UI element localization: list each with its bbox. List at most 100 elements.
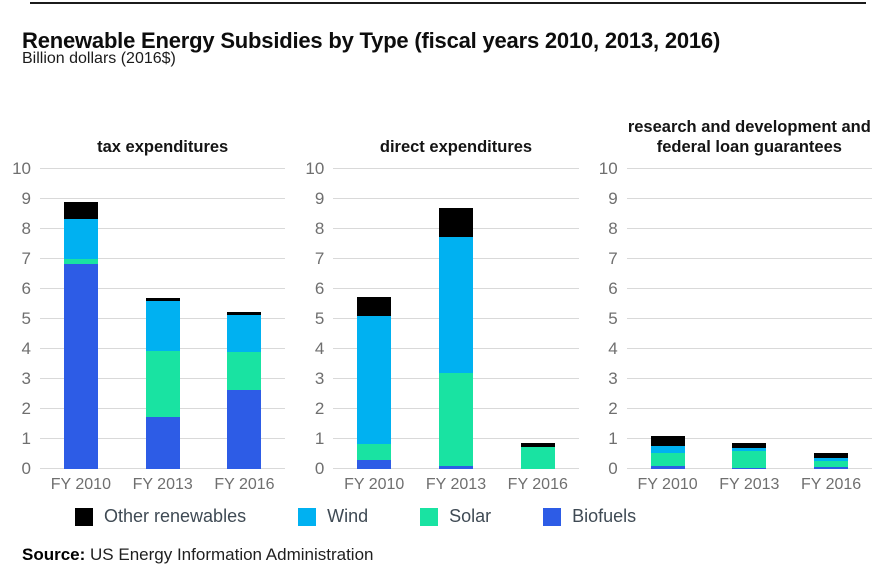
y-axis-tick-label: 1 <box>21 429 31 448</box>
panel-title-tax-expenditures: tax expenditures <box>97 137 229 156</box>
x-axis-label-fy-2016: FY 2016 <box>801 476 862 493</box>
gridline-6 <box>626 288 872 289</box>
segment-wind-fy-2010 <box>63 218 98 259</box>
bar-slot-fy-2013 <box>122 169 204 469</box>
x-axis-label-fy-2016: FY 2016 <box>507 476 568 493</box>
segment-wind-fy-2010 <box>650 445 685 453</box>
y-axis-tick-label: 4 <box>608 339 618 358</box>
y-axis-tick-label: 10 <box>598 159 618 178</box>
y-axis-tick-label: 1 <box>314 429 325 448</box>
chart-legend: Other renewables Wind Solar Biofuels <box>75 506 636 527</box>
segment-other-renewables-fy-2013 <box>439 208 473 237</box>
stacked-bar-fy-2013 <box>145 298 180 469</box>
source-label: Source: <box>22 545 86 564</box>
segment-solar-fy-2010 <box>650 452 685 466</box>
legend-label-other-renewables: Other renewables <box>104 506 247 526</box>
segment-solar-fy-2016 <box>227 352 262 390</box>
y-axis-tick-label: 8 <box>314 219 325 238</box>
y-axis-tick-label: 10 <box>12 159 31 178</box>
segment-wind-fy-2013 <box>439 236 473 373</box>
segment-solar-fy-2016 <box>814 460 849 467</box>
bar-slot-fy-2016 <box>497 169 579 469</box>
y-axis-tick-label: 8 <box>608 219 618 238</box>
x-axis-label-fy-2013: FY 2013 <box>719 476 780 493</box>
segment-wind-fy-2016 <box>814 457 849 461</box>
segment-biofuels-fy-2016 <box>227 389 262 469</box>
bar-slot-fy-2013 <box>708 169 790 469</box>
stacked-bar-fy-2010 <box>63 202 98 469</box>
legend-item-biofuels: Biofuels <box>543 506 636 527</box>
bar-slot-fy-2016 <box>204 169 286 469</box>
segment-biofuels-fy-2016 <box>814 466 849 469</box>
gridline-9 <box>333 198 579 199</box>
chart-title: Renewable Energy Subsidies by Type (fisc… <box>22 27 721 53</box>
plot-area <box>333 168 579 469</box>
y-axis-tick-label: 1 <box>608 429 618 448</box>
x-axis-label-fy-2016: FY 2016 <box>214 476 275 493</box>
gridline-7 <box>40 258 286 259</box>
gridline-5 <box>626 318 872 319</box>
y-axis-tick-label: 9 <box>314 189 325 208</box>
legend-swatch-solar-icon <box>420 507 439 526</box>
segment-biofuels-fy-2013 <box>732 468 767 469</box>
segment-solar-fy-2013 <box>145 350 180 417</box>
segment-solar-fy-2010 <box>357 443 392 460</box>
y-axis-tick-label: 6 <box>21 279 31 298</box>
y-axis-tick-label: 0 <box>314 459 325 478</box>
segment-other-renewables-fy-2013 <box>145 298 180 301</box>
y-axis: 0 1 2 3 4 5 6 7 8 9 10 <box>0 159 40 478</box>
segment-solar-fy-2013 <box>439 373 473 466</box>
y-axis: 0 1 2 3 4 5 6 7 8 9 10 <box>587 159 627 478</box>
y-axis-tick-label: 9 <box>21 189 31 208</box>
y-axis-tick-label: 10 <box>305 159 325 178</box>
y-axis-tick-label: 6 <box>314 279 325 298</box>
bar-slot-fy-2013 <box>415 169 497 469</box>
y-axis-tick-label: 8 <box>21 219 31 238</box>
plot-area <box>626 168 872 469</box>
y-axis-tick-label: 0 <box>21 459 31 478</box>
stacked-bar-fy-2016 <box>814 453 849 469</box>
y-axis-tick-label: 0 <box>608 459 618 478</box>
y-axis-tick-label: 2 <box>314 399 325 418</box>
x-axis-label-fy-2010: FY 2010 <box>50 476 111 493</box>
x-axis-label-fy-2013: FY 2013 <box>132 476 193 493</box>
x-axis-label-fy-2013: FY 2013 <box>425 476 487 493</box>
segment-solar-fy-2013 <box>732 451 767 469</box>
chart-panels: tax expenditures 0 1 2 3 4 5 6 7 8 9 10 FY 2010 FY 20… <box>0 84 880 494</box>
y-axis-tick-label: 3 <box>314 369 325 388</box>
bar-slot-fy-2016 <box>790 169 872 469</box>
segment-biofuels-fy-2010 <box>357 460 392 469</box>
source-line: Source: US Energy Information Administra… <box>22 545 374 565</box>
segment-other-renewables-fy-2016 <box>814 453 849 458</box>
plot-row: 0 1 2 3 4 5 6 7 8 9 10 <box>293 159 586 478</box>
legend-label-biofuels: Biofuels <box>572 506 637 526</box>
gridline-8 <box>626 228 872 229</box>
segment-other-renewables-fy-2010 <box>357 296 392 316</box>
source-text: US Energy Information Administration <box>90 545 374 564</box>
legend-swatch-other-renewables-icon <box>75 507 93 526</box>
plot-row: 0 1 2 3 4 5 6 7 8 9 10 <box>587 159 880 478</box>
stacked-bar-fy-2016 <box>227 311 262 469</box>
y-axis-tick-label: 7 <box>314 249 325 268</box>
y-axis-tick-label: 5 <box>314 309 325 328</box>
stacked-bar-fy-2013 <box>732 442 767 469</box>
segment-other-renewables-fy-2013 <box>732 442 767 449</box>
legend-label-solar: Solar <box>449 506 492 526</box>
panel-research-and-development-and-federal-loan-guarantees: research and development and federal loa… <box>587 84 880 494</box>
gridline-7 <box>626 258 872 259</box>
legend-swatch-biofuels-icon <box>543 507 562 526</box>
x-axis-label-fy-2010: FY 2010 <box>637 476 698 493</box>
segment-wind-fy-2013 <box>145 301 180 351</box>
gridline-8 <box>40 228 286 229</box>
gridline-2 <box>626 408 872 409</box>
gridline-10 <box>626 168 872 169</box>
bar-slots <box>40 169 285 469</box>
x-axis-labels: FY 2010 FY 2013 FY 2016 <box>333 476 578 494</box>
segment-other-renewables-fy-2010 <box>63 202 98 219</box>
segment-wind-fy-2016 <box>227 314 262 352</box>
stacked-bar-fy-2016 <box>520 442 555 469</box>
segment-biofuels-fy-2013 <box>145 416 180 469</box>
segment-other-renewables-fy-2016 <box>227 311 262 315</box>
legend-label-wind: Wind <box>327 506 369 526</box>
